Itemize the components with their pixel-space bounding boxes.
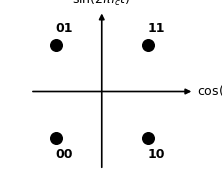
Point <box>54 136 57 139</box>
Text: 11: 11 <box>148 22 165 35</box>
Text: 10: 10 <box>148 148 165 161</box>
Text: $\sin(2\pi f_c t)$: $\sin(2\pi f_c t)$ <box>73 0 131 8</box>
Point <box>54 44 57 47</box>
Point <box>146 44 150 47</box>
Text: 01: 01 <box>56 22 73 35</box>
Point <box>146 136 150 139</box>
Text: 00: 00 <box>56 148 73 161</box>
Text: $\cos(2\pi f_c t)$: $\cos(2\pi f_c t)$ <box>196 83 222 100</box>
